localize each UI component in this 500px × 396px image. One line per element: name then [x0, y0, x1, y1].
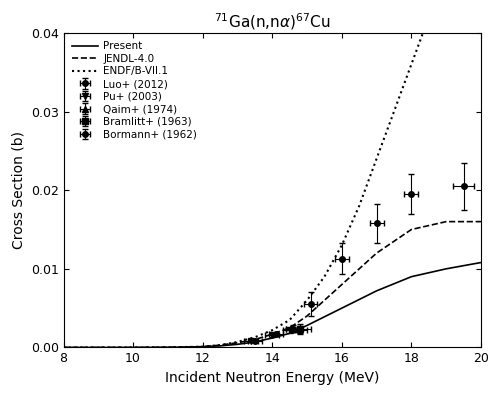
JENDL-4.0 [130, 345, 136, 350]
Present [252, 340, 258, 345]
ENDF/B-VII.1 [339, 243, 345, 248]
ENDF/B-VII.1 [60, 345, 66, 350]
JENDL-4.0 [60, 345, 66, 350]
JENDL-4.0 [96, 345, 102, 350]
Line: JENDL-4.0: JENDL-4.0 [64, 222, 481, 347]
ENDF/B-VII.1 [200, 344, 205, 349]
ENDF/B-VII.1 [322, 274, 328, 279]
Present [96, 345, 102, 350]
ENDF/B-VII.1 [96, 345, 102, 350]
JENDL-4.0 [252, 337, 258, 342]
ENDF/B-VII.1 [426, 15, 432, 19]
Present [130, 345, 136, 350]
Present [304, 323, 310, 328]
ENDF/B-VII.1 [356, 204, 362, 208]
Present [217, 343, 223, 348]
JENDL-4.0 [200, 344, 205, 349]
JENDL-4.0 [286, 326, 292, 330]
Title: $^{71}$Ga(n,n$\alpha$)$^{67}$Cu: $^{71}$Ga(n,n$\alpha$)$^{67}$Cu [214, 11, 330, 32]
Present [200, 344, 205, 349]
Present [408, 274, 414, 279]
JENDL-4.0 [339, 282, 345, 287]
JENDL-4.0 [304, 314, 310, 318]
Line: Present: Present [64, 263, 481, 347]
Present [443, 267, 449, 271]
JENDL-4.0 [374, 251, 380, 255]
Present [478, 260, 484, 265]
Legend: Present, JENDL-4.0, ENDF/B-VII.1, Luo+ (2012), Pu+ (2003), Qaim+ (1974), Bramlit: Present, JENDL-4.0, ENDF/B-VII.1, Luo+ (… [68, 38, 200, 143]
Y-axis label: Cross Section (b): Cross Section (b) [11, 131, 25, 249]
JENDL-4.0 [165, 345, 171, 350]
ENDF/B-VII.1 [234, 340, 240, 345]
JENDL-4.0 [478, 219, 484, 224]
Present [374, 288, 380, 293]
JENDL-4.0 [182, 345, 188, 349]
Present [286, 331, 292, 336]
JENDL-4.0 [408, 227, 414, 232]
X-axis label: Incident Neutron Energy (MeV): Incident Neutron Energy (MeV) [165, 371, 380, 385]
ENDF/B-VII.1 [217, 343, 223, 347]
ENDF/B-VII.1 [408, 62, 414, 67]
Present [234, 342, 240, 347]
ENDF/B-VII.1 [286, 318, 292, 322]
Line: ENDF/B-VII.1: ENDF/B-VII.1 [64, 0, 481, 347]
ENDF/B-VII.1 [269, 328, 275, 333]
ENDF/B-VII.1 [165, 345, 171, 350]
Present [60, 345, 66, 350]
ENDF/B-VII.1 [252, 335, 258, 340]
ENDF/B-VII.1 [374, 156, 380, 161]
JENDL-4.0 [269, 332, 275, 337]
Present [339, 306, 345, 310]
ENDF/B-VII.1 [130, 345, 136, 350]
ENDF/B-VII.1 [182, 345, 188, 349]
JENDL-4.0 [443, 219, 449, 224]
Present [182, 345, 188, 349]
JENDL-4.0 [234, 341, 240, 345]
Present [165, 345, 171, 350]
JENDL-4.0 [217, 343, 223, 347]
ENDF/B-VII.1 [304, 298, 310, 303]
ENDF/B-VII.1 [391, 109, 397, 114]
Present [269, 336, 275, 341]
